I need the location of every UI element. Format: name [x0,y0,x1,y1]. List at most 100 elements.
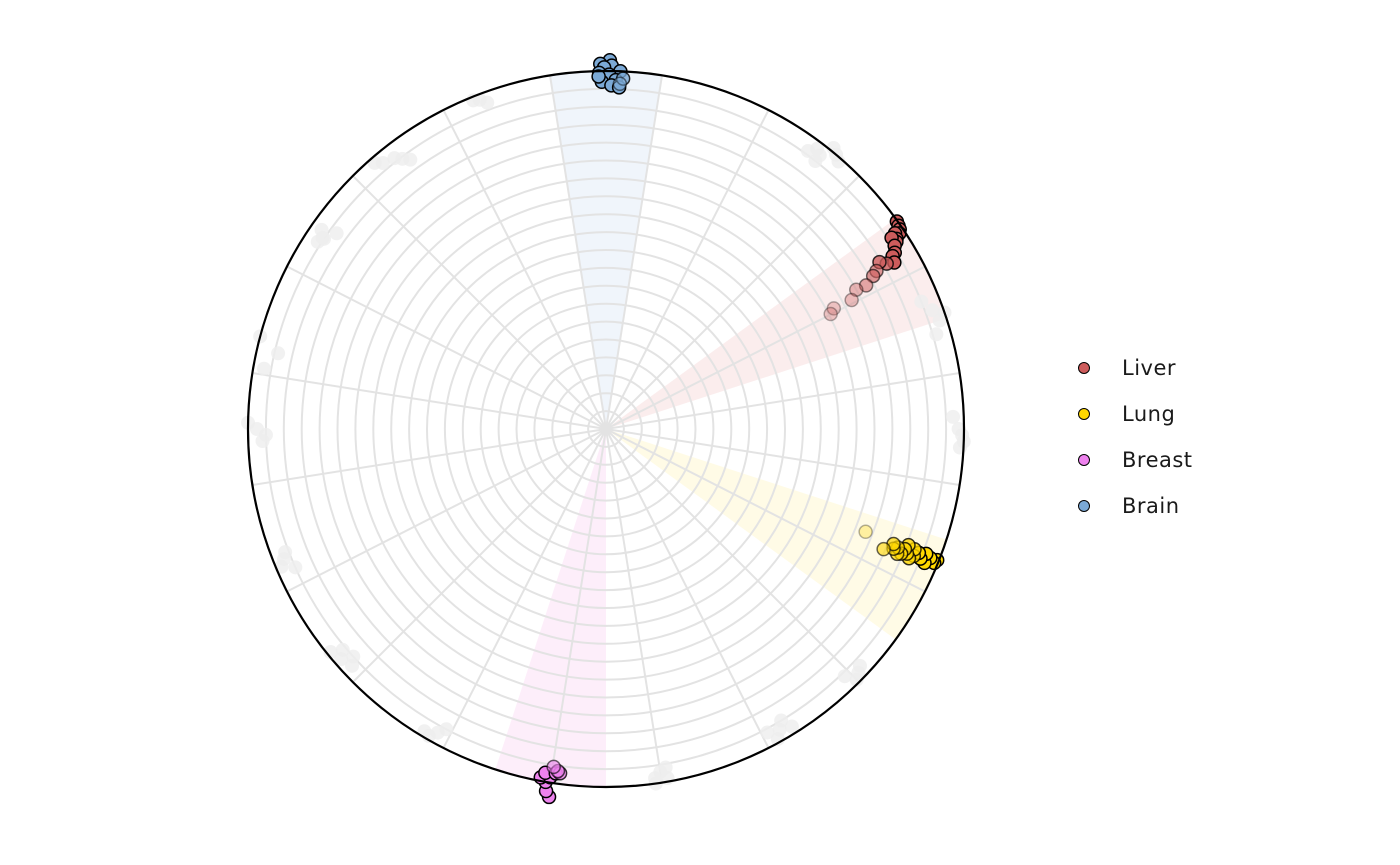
background-point [774,713,789,728]
background-point [914,294,929,309]
grid-ring [515,338,697,520]
background-point [760,725,775,740]
grid-ring [408,231,804,627]
background-point [249,422,264,436]
point-lung [876,541,891,557]
background-point [257,361,272,376]
grid-ring [587,410,625,448]
grid-ring [533,356,679,502]
grid-ring [354,177,858,681]
background-point [367,155,382,170]
background-point [808,153,823,168]
background-point [831,154,846,169]
grid-spoke [352,428,607,683]
background-point [417,724,432,739]
grid-spoke [605,372,960,430]
background-point [288,560,303,575]
legend-label: Breast [1122,448,1193,472]
legend-label: Lung [1122,402,1176,426]
point-brain [591,69,606,84]
grid-spoke [442,428,607,749]
point-liver [844,292,859,308]
background-point [658,760,673,775]
point-brain [612,76,628,92]
background-point [323,645,338,660]
grid-spoke [605,265,926,430]
highlight-sectors [495,71,947,787]
grid-ring [461,284,751,574]
grid-spoke [605,428,926,593]
grid-spoke [286,265,607,430]
legend-item-liver: Liver [1078,345,1193,391]
series-points [533,53,945,805]
grid-spoke [605,428,770,749]
background-point [955,428,970,443]
background-point [837,669,852,684]
grid-spoke [252,372,607,430]
grid-ring [426,249,786,609]
background-point [271,346,286,361]
point-liver [858,278,874,293]
grid-spoke [605,109,770,430]
grid-ring [390,213,822,645]
grid-ring [497,320,715,538]
grid-spoke [252,428,607,486]
legend: Liver Lung Breast Brain [1078,345,1193,529]
background-point [329,226,344,241]
background-point [315,230,330,245]
grid-ring [336,159,876,699]
grid-ring [318,141,894,717]
grid-spoke [605,428,663,783]
point-liver [823,306,838,322]
legend-swatch [1078,454,1090,466]
sector-liver [606,218,947,429]
background-point [925,303,940,318]
background-point [345,658,360,673]
background-point [784,719,799,734]
grid-ring [372,195,840,663]
background-point [801,143,816,158]
grid-spoke [605,428,960,486]
legend-swatch [1078,500,1090,512]
background-point [430,725,445,740]
legend-item-breast: Breast [1078,437,1193,483]
background-point [648,771,663,786]
legend-item-lung: Lung [1078,391,1193,437]
grid-ring [479,302,733,556]
background-point [278,545,293,560]
grid-spoke [352,175,607,430]
background-point [851,665,866,680]
legend-swatch [1078,362,1090,374]
grid-ring [282,105,930,753]
grid-spoke [605,75,663,430]
grid-ring [300,123,912,735]
grid-spoke [549,75,607,430]
grid-ring [569,392,643,466]
background-point [334,652,349,667]
point-lung [858,524,873,540]
background-point [395,151,410,166]
legend-label: Brain [1122,494,1180,518]
grid-spoke [549,428,607,783]
point-liver [826,301,842,316]
grid-spoke [442,109,607,430]
background-point [255,433,270,448]
point-liver [848,282,864,297]
background-point [932,313,947,328]
grid-spoke [605,175,860,430]
background-point [946,409,961,424]
grid-spoke [286,428,607,593]
sector-lung [606,429,947,640]
background-points [241,92,971,791]
grid-ring [551,374,661,484]
legend-label: Liver [1122,356,1177,380]
grid-ring [443,266,769,592]
legend-swatch [1078,408,1090,420]
outer-circle [246,69,966,789]
grid-spoke [605,428,860,683]
point-breast [546,759,561,775]
sector-breast [495,429,606,787]
background-point [929,327,944,342]
legend-item-brain: Brain [1078,483,1193,529]
